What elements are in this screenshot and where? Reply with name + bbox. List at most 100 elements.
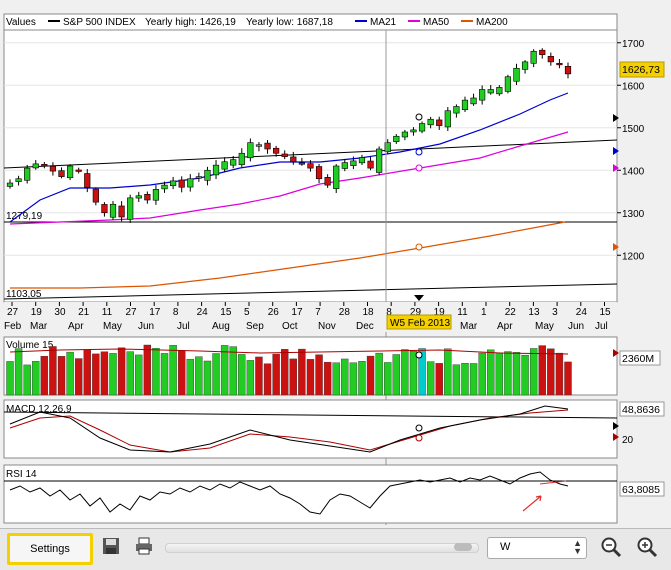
candle-body (15, 178, 22, 182)
ma50-line (9, 131, 569, 225)
volume-bar (126, 351, 134, 396)
x-day-label: 11 (457, 307, 468, 318)
candle-body (539, 49, 546, 55)
volume-bar (14, 348, 23, 396)
rsi-divergence-line[interactable] (539, 480, 567, 485)
x-day-label: 27 (7, 307, 19, 318)
last-price-tag (619, 61, 665, 78)
candle-body (315, 166, 323, 180)
x-month-label: Apr (68, 321, 84, 332)
candle-body (255, 144, 263, 147)
x-day-label: 15 (600, 307, 612, 318)
rsi-line (9, 471, 569, 515)
trend-line-upper[interactable] (3, 139, 618, 169)
stock-chart[interactable]: 1700 1600 1500 1400 1300 1200 Values S&P 500 … (0, 0, 671, 528)
candle-body (204, 169, 211, 181)
candle-body (135, 195, 142, 199)
candle-body (161, 184, 168, 190)
price-tick-label: 1500 (622, 124, 645, 135)
macd-zero-line (3, 411, 618, 419)
volume-bar (272, 353, 280, 396)
volume-bar (426, 361, 435, 396)
level-low-label: 1279,19 (6, 211, 43, 222)
x-month-label: Nov (318, 321, 336, 332)
candle-body (6, 182, 14, 187)
x-day-label: 11 (102, 307, 113, 318)
yearly-low: Yearly low: 1687,18 (246, 17, 333, 28)
candle-body (401, 131, 408, 138)
candle-body (281, 153, 288, 157)
settings-button[interactable]: Settings (7, 533, 93, 565)
volume-bar (555, 352, 564, 396)
volume-bar (452, 364, 461, 396)
candle-body (367, 160, 374, 169)
candle-body (324, 177, 331, 186)
volume-bar (32, 361, 40, 396)
macd-value-tag (619, 401, 665, 417)
volume-bar (49, 346, 57, 396)
x-day-label: 8 (173, 307, 179, 318)
print-icon[interactable] (134, 536, 154, 556)
rsi-panel[interactable] (3, 464, 618, 524)
x-axis-days: 27 19 30 21 11 27 17 8 24 15 5 26 17 7 28 18 8 29 19 11 1 22 1… (7, 302, 611, 318)
zoom-in-icon[interactable] (636, 536, 658, 558)
macd-panel[interactable] (3, 399, 618, 459)
x-day-label: 13 (528, 307, 540, 318)
candle-body (384, 142, 391, 153)
candle-body (496, 87, 503, 95)
x-day-label: 18 (363, 307, 375, 318)
volume-bar (212, 353, 220, 396)
candle-body (127, 197, 134, 220)
right-marker-icon-black (613, 114, 619, 122)
volume-bar (246, 360, 255, 396)
candle-body (461, 99, 469, 111)
x-month-label: Feb (4, 321, 22, 332)
candle-body (504, 76, 512, 92)
volume-bar (461, 363, 469, 396)
candle-body (436, 119, 443, 126)
candle-body (58, 170, 65, 177)
volume-bar (57, 356, 66, 396)
candle-body (49, 165, 57, 172)
candle-body (487, 89, 494, 94)
volume-bar (255, 356, 263, 396)
time-scroll-slider[interactable] (165, 543, 479, 553)
time-scroll-thumb[interactable] (454, 543, 472, 551)
ma200-marker (415, 243, 423, 251)
interval-select[interactable]: W ▲ ▼ (487, 537, 587, 559)
volume-bar (195, 356, 203, 396)
x-month-label: Mar (30, 321, 48, 332)
save-icon[interactable] (101, 536, 121, 556)
volume-bar (92, 353, 100, 396)
volume-bar (384, 362, 392, 396)
x-day-label: 30 (54, 307, 66, 318)
candle-body (273, 147, 280, 154)
candle-body (470, 97, 477, 105)
candle-body (547, 55, 554, 63)
volume-bar (281, 349, 289, 396)
volume-bar (177, 350, 186, 396)
yearly-high: Yearly high: 1426,19 (145, 17, 236, 28)
x-axis-months: FebMarAprMayJunJulAugSepOctNovDecJanFebM… (4, 321, 608, 332)
candle-body (75, 169, 82, 172)
rsi-value: 63,8085 (622, 484, 660, 496)
zoom-out-icon[interactable] (600, 536, 622, 558)
x-month-label: Dec (356, 321, 374, 332)
x-day-label: 1 (481, 307, 487, 318)
volume-bar (444, 348, 452, 396)
x-day-label: 27 (126, 307, 138, 318)
level-line-bottom[interactable] (3, 283, 618, 300)
volume-bars[interactable] (6, 344, 572, 396)
x-day-label: 19 (31, 307, 43, 318)
x-day-label: 21 (78, 307, 90, 318)
bottom-toolbar: Settings W ▲ ▼ (0, 528, 671, 570)
candlestick-series[interactable] (6, 48, 572, 223)
volume-bar (366, 355, 375, 396)
price-tick-label: 1700 (622, 39, 645, 50)
price-marker (415, 113, 423, 121)
price-tick-label: 1600 (622, 81, 645, 92)
candle-body (333, 165, 340, 189)
volume-bar (564, 361, 572, 396)
candle-body (84, 173, 91, 188)
volume-bar (401, 349, 409, 396)
